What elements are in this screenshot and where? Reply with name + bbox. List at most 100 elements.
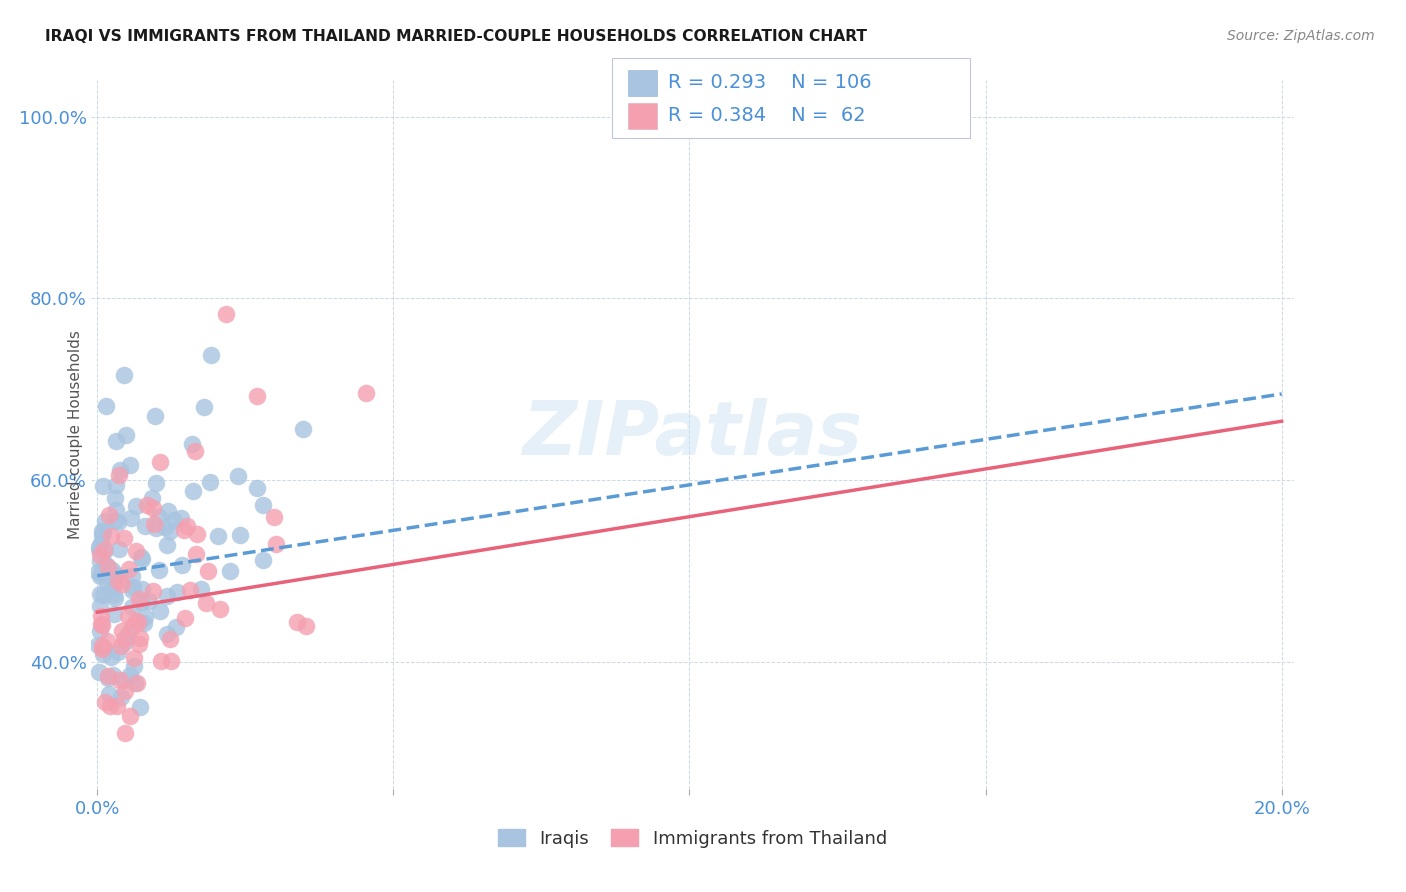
Point	[110, 690, 132, 704]
Point	[197, 564, 219, 578]
Point	[89, 599, 111, 613]
Point	[153, 520, 176, 534]
Point	[93, 641, 115, 656]
Point	[91, 647, 114, 661]
Point	[94, 514, 117, 528]
Point	[145, 475, 167, 490]
Point	[219, 565, 242, 579]
Point	[96, 634, 118, 648]
Point	[354, 386, 377, 401]
Point	[91, 618, 114, 632]
Point	[93, 543, 115, 558]
Point	[118, 562, 141, 576]
Point	[100, 650, 122, 665]
Point	[149, 604, 172, 618]
Point	[209, 602, 232, 616]
Point	[86, 565, 108, 579]
Point	[97, 560, 120, 574]
Point	[90, 609, 112, 624]
Point	[97, 671, 120, 685]
Point	[87, 638, 110, 652]
Point	[186, 547, 208, 561]
Point	[101, 667, 124, 681]
Point	[121, 569, 143, 583]
Point	[285, 615, 308, 630]
Point	[148, 563, 170, 577]
Point	[90, 566, 112, 580]
Point	[97, 668, 120, 682]
Point	[291, 422, 314, 436]
Point	[138, 593, 160, 607]
Point	[166, 585, 188, 599]
Point	[96, 558, 118, 573]
Point	[103, 588, 125, 602]
Point	[264, 537, 287, 551]
Point	[96, 575, 118, 590]
Point	[181, 484, 204, 499]
Point	[156, 504, 179, 518]
Point	[186, 526, 208, 541]
Point	[159, 632, 181, 646]
Legend: Iraqis, Immigrants from Thailand: Iraqis, Immigrants from Thailand	[491, 822, 894, 855]
Point	[108, 542, 131, 557]
Y-axis label: Married-couple Households: Married-couple Households	[67, 330, 83, 540]
Point	[165, 620, 187, 634]
Point	[107, 644, 129, 658]
Point	[89, 587, 111, 601]
Point	[124, 676, 146, 690]
Point	[173, 523, 195, 537]
Point	[90, 616, 112, 631]
Point	[97, 687, 120, 701]
Point	[131, 552, 153, 566]
Point	[156, 590, 179, 604]
Point	[125, 500, 148, 514]
Point	[149, 455, 172, 469]
Point	[104, 477, 127, 491]
Point	[128, 699, 150, 714]
Point	[104, 591, 127, 606]
Text: R = 0.293    N = 106: R = 0.293 N = 106	[668, 73, 872, 93]
Point	[114, 635, 136, 649]
Point	[100, 582, 122, 597]
Text: ZIPatlas: ZIPatlas	[523, 399, 862, 471]
Point	[117, 626, 139, 640]
Point	[194, 596, 217, 610]
Point	[107, 574, 129, 589]
Point	[112, 673, 135, 688]
Point	[112, 632, 135, 647]
Point	[115, 428, 138, 442]
Point	[128, 636, 150, 650]
Point	[124, 659, 146, 673]
Point	[111, 576, 134, 591]
Point	[117, 609, 139, 624]
Point	[103, 491, 125, 505]
Point	[91, 524, 114, 539]
Point	[118, 668, 141, 682]
Point	[142, 501, 165, 516]
Point	[121, 580, 143, 594]
Point	[104, 514, 127, 528]
Point	[101, 563, 124, 577]
Point	[121, 600, 143, 615]
Point	[252, 498, 274, 512]
Point	[176, 519, 198, 533]
Point	[127, 615, 149, 629]
Point	[226, 468, 249, 483]
Point	[263, 510, 285, 524]
Point	[97, 560, 120, 574]
Point	[129, 594, 152, 608]
Point	[142, 584, 165, 599]
Point	[156, 538, 179, 552]
Point	[200, 348, 222, 362]
Point	[93, 479, 115, 493]
Point	[132, 616, 155, 631]
Point	[87, 542, 110, 557]
Point	[103, 574, 125, 589]
Point	[100, 529, 122, 543]
Text: R = 0.384    N =  62: R = 0.384 N = 62	[668, 106, 866, 126]
Point	[90, 639, 112, 653]
Point	[128, 591, 150, 606]
Point	[97, 563, 120, 577]
Point	[110, 639, 132, 653]
Point	[246, 389, 269, 403]
